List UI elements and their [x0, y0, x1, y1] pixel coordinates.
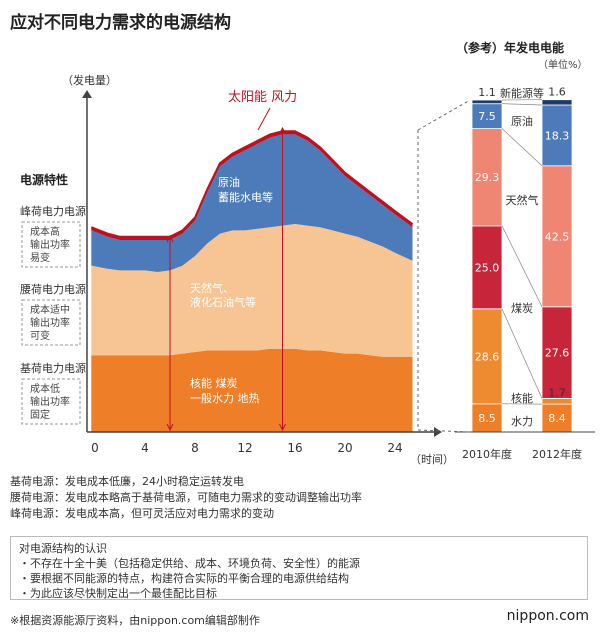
power-char-heading: 电源特性 — [20, 172, 68, 187]
note-base: 基荷电源：发电成本低廉，24小时稳定运转发电 — [10, 475, 244, 488]
x-tick-label: 16 — [287, 441, 302, 455]
mid-variability: 可变 — [30, 329, 50, 342]
note-mid: 腰荷电源：发电成本略高于基荷电源，可随电力需求的变动调整输出功率 — [10, 491, 362, 504]
bar-segment-1-0 — [541, 403, 573, 433]
guide-hour-6-arrow-top — [166, 234, 174, 243]
x-axis-label: （时间） — [410, 453, 454, 466]
guide-hour-6-arrow-bottom — [166, 423, 174, 432]
segment-connector — [501, 308, 543, 399]
summary-line-2: ・要根据不同能源的特点，构建符合实际的平衡合理的电源供给结构 — [19, 572, 349, 585]
bar-category-label: 2012年度 — [532, 447, 582, 461]
area-peak-load — [91, 134, 413, 272]
x-tick-label: 4 — [141, 441, 149, 455]
bar-segment-1-3 — [541, 165, 573, 308]
hydro-geo-label: 一般水力 地热 — [190, 392, 260, 405]
x-tick-label: 0 — [91, 441, 99, 455]
bar-segment-1-4 — [541, 104, 573, 167]
x-axis-arrow — [434, 427, 442, 437]
brand-logo: nippon.com — [506, 608, 589, 624]
segment-connector — [501, 103, 543, 106]
base-output: 输出功率 — [30, 395, 70, 408]
pump-area-label: 蓄能水电等 — [218, 190, 273, 204]
series-name-label: 水力 — [511, 415, 533, 428]
bar-segment-0-2 — [471, 225, 503, 310]
summary-box: 对电源结构的认识 ・不存在十全十美（包括稳定供给、成本、环境负荷、安全性）的能源… — [10, 536, 588, 600]
x-tick-label: 20 — [337, 441, 352, 455]
area-mid-load — [91, 224, 413, 357]
bar-chart-title: （参考）年发电电能 — [456, 40, 564, 55]
bar-segment-1-5 — [541, 99, 573, 106]
bar-value-label: 8.5 — [478, 412, 496, 425]
series-name-label: 天然气 — [506, 193, 539, 207]
base-cost: 成本低 — [30, 382, 60, 395]
segment-connector — [501, 128, 543, 166]
summary-line-1: ・不存在十全十美（包括稳定供给、成本、环境负荷、安全性）的能源 — [19, 557, 360, 570]
chart-text: （发电量） （时间） 太阳能 风力 原油 蓄能水电等 天然气、 液化石油气等 核… — [20, 40, 588, 466]
peak-title: 峰荷电力电源 — [20, 204, 86, 218]
bar-segment-0-1 — [471, 308, 503, 405]
base-box — [21, 378, 81, 425]
mid-cost: 成本适中 — [30, 303, 70, 316]
bar-value-label: 42.5 — [545, 230, 570, 243]
oil-area-label: 原油 — [218, 175, 240, 189]
bar-value-label: 27.6 — [545, 347, 570, 360]
bar-value-label: 29.3 — [475, 171, 500, 184]
bar-value-label: 8.4 — [548, 412, 566, 425]
guide-hour-15-arrow-bottom — [279, 423, 286, 432]
mid-title: 腰荷电力电源 — [20, 282, 86, 296]
bar-segment-0-3 — [471, 128, 503, 227]
zoom-line-bottom — [417, 429, 471, 433]
bar-segment-0-5 — [471, 99, 503, 105]
series-name-label: 煤炭 — [511, 302, 533, 315]
x-tick-label: 12 — [237, 441, 252, 455]
area-base-load — [91, 348, 413, 432]
series-name-label: 新能源等 — [500, 86, 544, 100]
notes: 基荷电源：发电成本低廉，24小时稳定运转发电 腰荷电源：发电成本略高于基荷电源，… — [10, 474, 362, 522]
gas-area-label: 天然气、 — [190, 281, 234, 295]
bar-category-label: 2010年度 — [462, 447, 512, 461]
area-chart: 0 4 8 12 16 20 24 — [82, 90, 442, 455]
bar-value-label: 18.3 — [545, 129, 570, 142]
renewable-line — [90, 130, 414, 238]
summary-heading: 对电源结构的认识 — [19, 542, 107, 555]
bar-value-label: 1.7 — [548, 387, 566, 400]
nuclear-coal-label: 核能 煤炭 — [190, 376, 238, 390]
peak-box — [21, 221, 81, 268]
renewable-label: 太阳能 风力 — [228, 90, 297, 105]
summary-line-3: ・为此应该尽快制定出一个最佳配比目标 — [19, 587, 217, 600]
series-name-label: 核能 — [511, 391, 533, 405]
chart-svg: 0 4 8 12 16 20 24 2010年度 2012年度 8.5 28.6 25.0 29.3 7… — [20, 40, 595, 466]
peak-cost: 成本高 — [30, 225, 60, 238]
peak-variability: 易变 — [30, 251, 50, 264]
segment-connector — [501, 225, 543, 307]
renewable-pointer — [257, 107, 271, 131]
x-tick-label: 8 — [191, 441, 199, 455]
peak-output: 输出功率 — [30, 238, 70, 251]
bar-value-label: 28.6 — [475, 350, 500, 363]
y-axis-label: （发电量） — [62, 73, 117, 87]
lpg-area-label: 液化石油气等 — [190, 295, 256, 309]
bar-value-label: 7.5 — [478, 110, 496, 123]
mid-box — [21, 299, 81, 346]
x-tick-label: 24 — [387, 441, 402, 455]
series-name-label: 原油 — [511, 114, 533, 128]
bar-value-label: 25.0 — [475, 261, 500, 274]
source-note: ※根据资源能源厅资料，由nippon.com编辑部制作 — [10, 614, 260, 627]
base-variability: 固定 — [30, 408, 50, 421]
bar-chart: 2010年度 2012年度 8.5 28.6 25.0 29.3 7.5 1.1 8.4 1.7 2… — [417, 86, 595, 461]
zoom-line-top — [417, 99, 471, 131]
bar-value-label: 1.6 — [548, 86, 566, 99]
bar-value-label: 1.1 — [478, 86, 496, 99]
bar-segment-0-4 — [471, 103, 503, 129]
base-title: 基荷电力电源 — [20, 361, 86, 375]
y-axis-arrow — [82, 90, 92, 98]
note-peak: 峰荷电源：发电成本高，但可灵活应对电力需求的变动 — [10, 507, 274, 520]
mid-output: 输出功率 — [30, 316, 70, 329]
bar-segment-1-2 — [541, 306, 573, 399]
page-title: 应对不同电力需求的电源结构 — [10, 13, 231, 33]
guide-hour-15-arrow-top — [279, 126, 286, 135]
bar-chart-unit: （单位%） — [538, 58, 588, 71]
characteristic-boxes — [21, 221, 81, 425]
